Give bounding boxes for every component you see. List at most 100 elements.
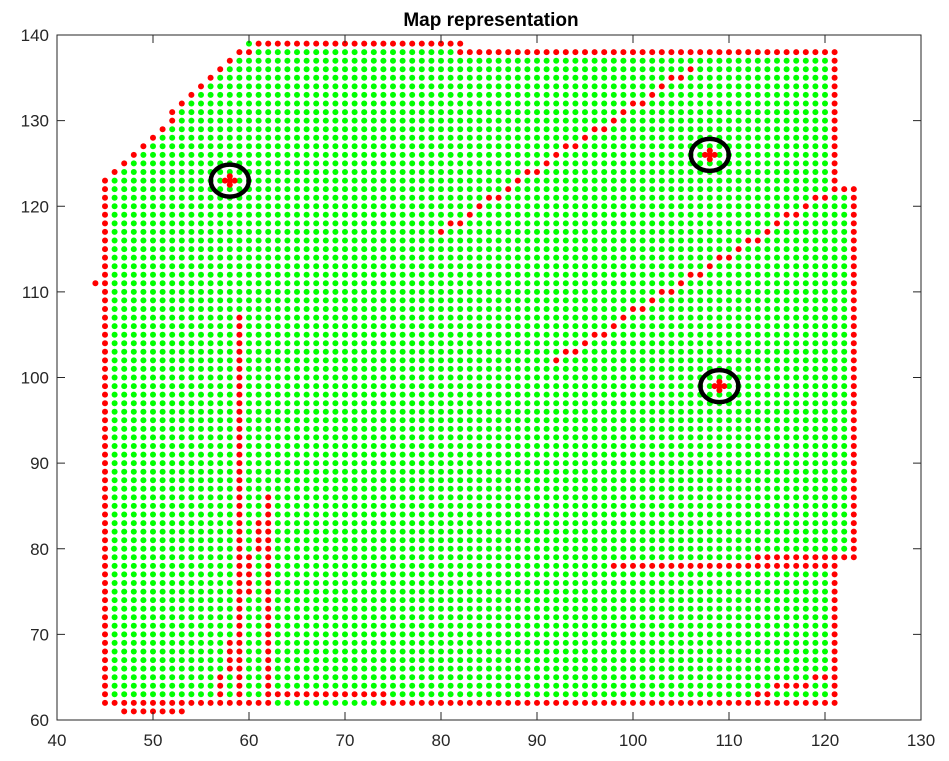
free-point (169, 348, 176, 355)
free-point (150, 391, 156, 398)
free-point (159, 323, 166, 330)
free-point (150, 494, 156, 501)
free-point (543, 306, 550, 312)
free-point (630, 374, 636, 381)
obstacle-point (601, 49, 608, 56)
free-point (543, 537, 550, 544)
free-point (303, 271, 310, 278)
free-point (351, 460, 358, 467)
free-point (457, 374, 464, 381)
free-point (342, 143, 348, 150)
free-point (716, 477, 723, 484)
free-point (697, 443, 704, 449)
free-point (524, 674, 531, 681)
free-point (274, 109, 281, 116)
free-point (678, 391, 684, 398)
free-point (150, 374, 156, 381)
free-point (486, 134, 492, 141)
free-point (274, 460, 281, 467)
free-point (726, 451, 732, 458)
free-point (399, 83, 406, 90)
obstacle-point (610, 699, 617, 706)
free-point (495, 66, 502, 73)
free-point (476, 91, 483, 98)
free-point (476, 537, 483, 544)
free-point (716, 177, 723, 184)
free-point (639, 57, 646, 64)
free-point (668, 580, 675, 586)
free-point (399, 657, 406, 664)
obstacle-point (639, 49, 646, 56)
free-point (246, 306, 252, 312)
free-point (697, 494, 704, 501)
free-point (466, 665, 473, 672)
free-point (553, 597, 560, 604)
free-point (370, 631, 377, 638)
free-point (678, 357, 684, 364)
free-point (582, 605, 588, 612)
free-point (342, 186, 348, 193)
free-point (649, 605, 656, 612)
free-point (649, 117, 656, 124)
free-point (591, 648, 598, 655)
free-point (351, 186, 358, 193)
free-point (390, 674, 396, 681)
free-point (399, 443, 406, 449)
free-point (409, 588, 416, 595)
free-point (572, 365, 579, 372)
free-point (706, 186, 713, 193)
free-point (265, 323, 272, 330)
free-point (313, 580, 320, 586)
free-point (130, 468, 137, 475)
free-point (351, 263, 358, 270)
free-point (524, 220, 531, 227)
free-point (649, 554, 656, 561)
free-point (476, 425, 483, 432)
free-point (188, 528, 195, 535)
free-point (687, 657, 694, 664)
free-point (678, 126, 684, 133)
free-point (390, 520, 396, 527)
free-point (207, 545, 214, 552)
free-point (514, 691, 521, 698)
free-point (322, 365, 329, 372)
free-point (562, 622, 569, 629)
free-point (217, 605, 224, 612)
free-point (284, 169, 291, 175)
free-point (409, 605, 416, 612)
free-point (409, 331, 416, 338)
free-point (380, 477, 387, 484)
free-point (505, 391, 512, 398)
free-point (582, 126, 588, 133)
free-point (236, 126, 243, 133)
free-point (495, 57, 502, 64)
free-point (217, 580, 224, 586)
free-point (687, 91, 694, 98)
free-point (178, 622, 185, 629)
free-point (409, 271, 416, 278)
free-point (687, 83, 694, 90)
free-point (428, 143, 435, 150)
free-point (226, 117, 233, 124)
free-point (313, 417, 320, 424)
free-point (169, 597, 176, 604)
free-point (630, 468, 636, 475)
free-point (466, 383, 473, 390)
obstacle-point (332, 691, 339, 698)
free-point (380, 451, 387, 458)
free-point (342, 451, 348, 458)
free-point (601, 657, 608, 664)
free-point (140, 374, 147, 381)
free-point (543, 674, 550, 681)
free-point (140, 588, 147, 595)
free-point (313, 468, 320, 475)
free-point (150, 228, 156, 235)
free-point (466, 365, 473, 372)
free-point (553, 657, 560, 664)
free-point (543, 485, 550, 492)
free-point (198, 417, 204, 424)
free-point (495, 622, 502, 629)
free-point (130, 674, 137, 681)
free-point (543, 297, 550, 304)
free-point (716, 554, 723, 561)
